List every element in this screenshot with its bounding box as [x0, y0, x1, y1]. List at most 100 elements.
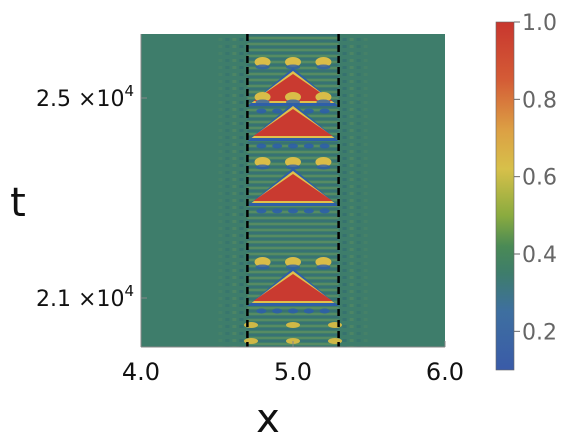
ripple-mark: [218, 325, 223, 328]
ripple-mark: [363, 101, 368, 104]
ripple-mark: [218, 262, 223, 265]
ripple-mark: [218, 332, 223, 335]
front-bump-shadow: [255, 264, 270, 270]
band-mark: [247, 37, 339, 39]
ripple-mark: [225, 234, 230, 237]
front-dot: [288, 143, 298, 149]
ripple-mark: [225, 199, 230, 202]
ripple-mark: [356, 269, 361, 272]
front-bump-shadow: [286, 64, 300, 70]
ripple-mark: [349, 136, 354, 139]
band-mark: [247, 331, 339, 333]
front-bump-shadow: [316, 264, 331, 270]
ripple-mark: [342, 318, 347, 321]
ripple-mark: [363, 73, 368, 76]
ripple-mark: [232, 129, 237, 132]
front-dot: [319, 108, 330, 114]
ripple-mark: [225, 157, 230, 160]
band-mark: [247, 49, 339, 51]
ripple-mark: [239, 199, 244, 202]
ripple-mark: [225, 45, 230, 48]
band-mark: [247, 319, 339, 321]
band-mark: [247, 250, 339, 252]
ripple-mark: [363, 136, 368, 139]
ripple-mark: [239, 248, 244, 251]
ripple-mark: [349, 178, 354, 181]
ripple-mark: [218, 304, 223, 307]
y-tick-label: 2.5 ×104: [36, 82, 134, 112]
ripple-mark: [232, 80, 237, 83]
ripple-mark: [218, 248, 223, 251]
ripple-mark: [218, 73, 223, 76]
ripple-mark: [218, 101, 223, 104]
ripple-mark: [363, 339, 368, 342]
ripple-mark: [225, 241, 230, 244]
ripple-mark: [218, 318, 223, 321]
ripple-mark: [349, 262, 354, 265]
ripple-mark: [225, 94, 230, 97]
ripple-mark: [363, 262, 368, 265]
ripple-mark: [239, 101, 244, 104]
ripple-mark: [363, 157, 368, 160]
front-bump: [315, 157, 332, 167]
front-dot: [272, 308, 283, 314]
band-mark: [247, 151, 339, 153]
ripple-mark: [349, 59, 354, 62]
ripple-mark: [363, 178, 368, 181]
ripple-mark: [239, 255, 244, 258]
ripple-mark: [349, 311, 354, 314]
ripple-mark: [349, 122, 354, 125]
ripple-mark: [225, 136, 230, 139]
ripple-mark: [239, 115, 244, 118]
front-bump-shadow: [316, 164, 331, 170]
ripple-mark: [218, 38, 223, 41]
ripple-mark: [342, 304, 347, 307]
ripple-mark: [232, 206, 237, 209]
ripple-mark: [363, 297, 368, 300]
ripple-mark: [218, 178, 223, 181]
ripple-mark: [342, 150, 347, 153]
colorbar-tick-label: 0.4: [522, 243, 557, 268]
ripple-mark: [225, 171, 230, 174]
ripple-mark: [232, 164, 237, 167]
ripple-mark: [232, 185, 237, 188]
front-bump: [254, 257, 271, 267]
front-bump: [315, 57, 332, 67]
band-mark: [247, 142, 339, 144]
ripple-mark: [239, 290, 244, 293]
ripple-mark: [356, 318, 361, 321]
ripple-mark: [232, 339, 237, 342]
ripple-mark: [349, 290, 354, 293]
ripple-mark: [225, 66, 230, 69]
ripple-mark: [363, 255, 368, 258]
ripple-mark: [232, 220, 237, 223]
ripple-mark: [342, 269, 347, 272]
ripple-mark: [349, 185, 354, 188]
band-mark: [247, 328, 339, 330]
ripple-mark: [225, 290, 230, 293]
ripple-mark: [232, 143, 237, 146]
band-mark: [247, 244, 339, 246]
ripple-mark: [342, 325, 347, 328]
ripple-mark: [225, 262, 230, 265]
ripple-mark: [232, 269, 237, 272]
ripple-mark: [356, 157, 361, 160]
ripple-mark: [239, 38, 244, 41]
front-dot: [256, 308, 267, 314]
ripple-mark: [342, 59, 347, 62]
ripple-mark: [342, 136, 347, 139]
band-mark: [247, 46, 339, 48]
ripple-mark: [218, 66, 223, 69]
ripple-mark: [349, 318, 354, 321]
ripple-mark: [342, 332, 347, 335]
ripple-mark: [356, 227, 361, 230]
ripple-mark: [225, 185, 230, 188]
ripple-mark: [349, 213, 354, 216]
ripple-mark: [218, 115, 223, 118]
ripple-mark: [218, 339, 223, 342]
ripple-mark: [225, 108, 230, 111]
front-dot: [319, 143, 330, 149]
ripple-mark: [232, 227, 237, 230]
ripple-mark: [218, 52, 223, 55]
ripple-mark: [356, 129, 361, 132]
